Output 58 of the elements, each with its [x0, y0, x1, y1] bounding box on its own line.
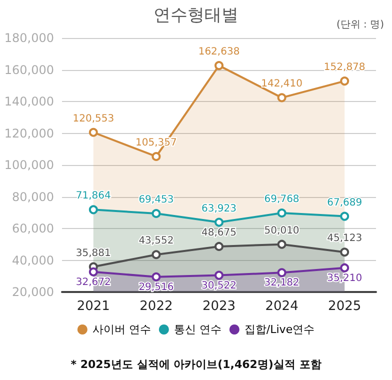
data-label: 71,864 — [76, 190, 111, 202]
data-label: 45,123 — [327, 233, 362, 244]
point — [88, 267, 98, 276]
text: * 2025년도 실적에 아카이브(1,462명)실적 포함 — [70, 358, 322, 371]
data-label: 50,010 — [264, 225, 300, 236]
data-label: 32,182 — [264, 278, 300, 289]
point — [88, 128, 98, 137]
x-tick-label: 2025 — [328, 299, 362, 314]
y-tick-label: 60,000 — [12, 222, 54, 236]
point — [214, 218, 224, 227]
x-tick-label: 2023 — [202, 299, 236, 314]
chart-title: 연수형태별 — [154, 6, 238, 26]
y-tick-label: 80,000 — [12, 190, 54, 204]
data-label: 69,768 — [264, 194, 300, 205]
point — [214, 61, 224, 70]
legend-label: 통신 연수 — [174, 323, 222, 336]
data-label: 35,210 — [327, 272, 362, 284]
point — [152, 208, 161, 218]
y-tick-label: 100,000 — [4, 158, 54, 172]
data-label: 48,675 — [202, 227, 236, 238]
point — [340, 248, 350, 257]
data-label: 152,878 — [324, 62, 366, 74]
data-label: 67,689 — [327, 197, 362, 208]
point — [340, 263, 350, 272]
data-label: 162,638 — [198, 46, 240, 58]
text: (단위 : 명) — [336, 20, 384, 30]
point — [277, 208, 286, 218]
point — [152, 152, 161, 161]
point — [340, 212, 350, 221]
point — [88, 205, 98, 214]
data-label: 29,516 — [138, 282, 174, 293]
x-tick-label: 2024 — [265, 299, 298, 314]
x-tick-label: 2022 — [140, 299, 173, 314]
point — [277, 93, 286, 102]
y-tick-label: 140,000 — [4, 94, 54, 108]
y-tick-label: 40,000 — [12, 253, 54, 268]
point — [340, 76, 350, 86]
data-label: 120,553 — [72, 113, 114, 124]
point — [277, 240, 286, 249]
point — [214, 270, 224, 280]
legend-label: 사이버 연수 — [92, 323, 151, 336]
point — [277, 268, 286, 278]
y-tick-label: 120,000 — [4, 126, 54, 140]
data-label: 63,923 — [202, 203, 236, 214]
y-tick-label: 20,000 — [12, 285, 54, 299]
x-tick-label: 2021 — [76, 299, 110, 314]
point — [152, 272, 161, 282]
legend-label: 집합/Live연수 — [244, 323, 315, 336]
data-label: 69,453 — [138, 194, 174, 206]
point — [214, 242, 224, 251]
data-label: 32,672 — [76, 276, 111, 288]
y-tick-label: 160,000 — [4, 62, 54, 77]
data-label: 35,881 — [76, 248, 111, 259]
point — [152, 250, 161, 260]
data-label: 43,552 — [138, 236, 174, 247]
y-tick-label: 180,000 — [4, 31, 54, 45]
data-label: 30,522 — [202, 280, 236, 292]
data-label: 142,410 — [261, 78, 302, 90]
